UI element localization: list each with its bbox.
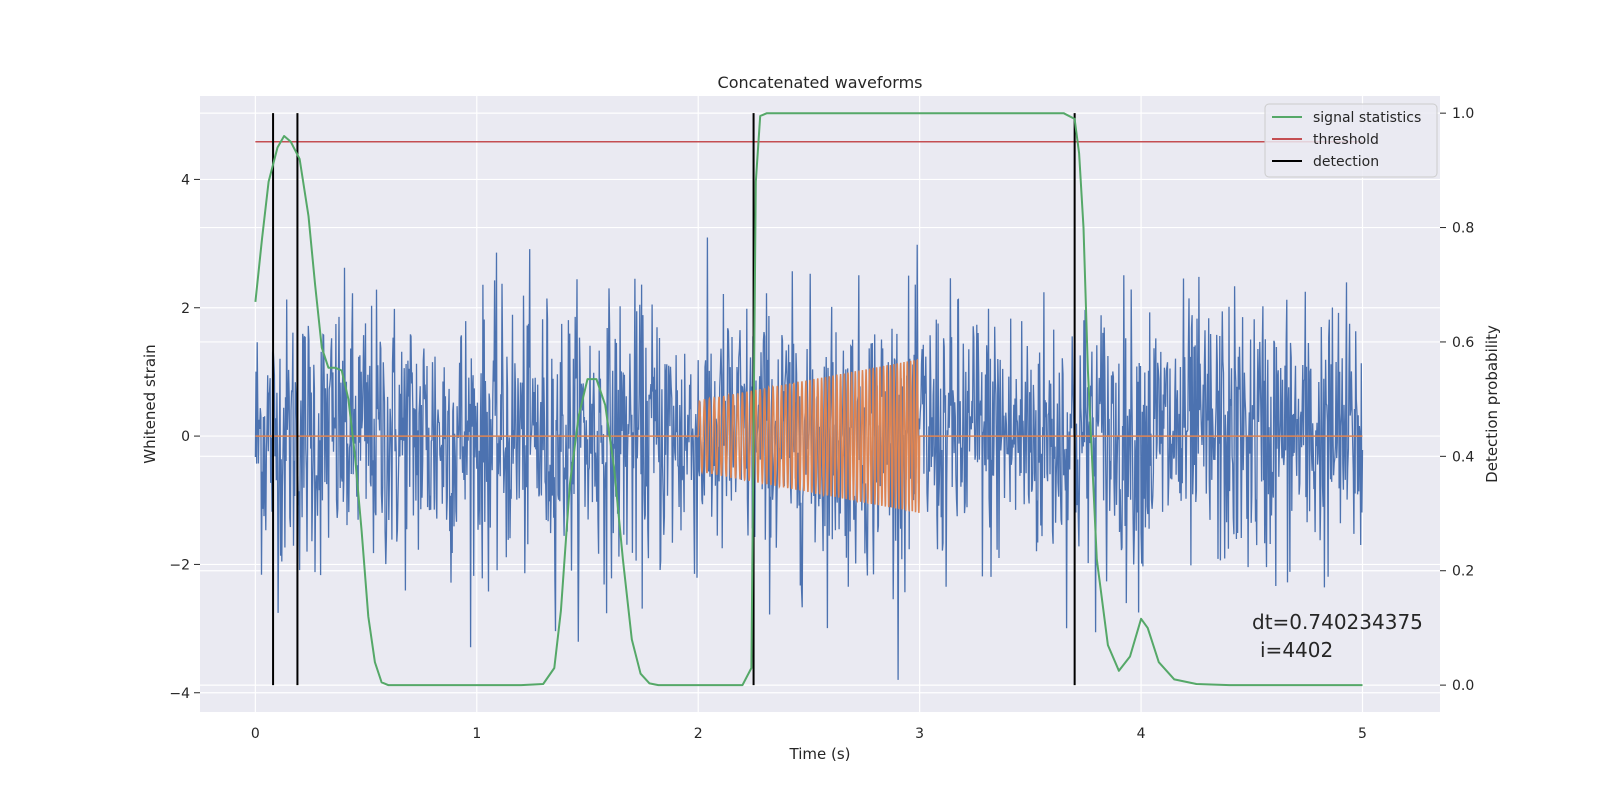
x-tick-label: 0: [251, 726, 260, 742]
y-tick-label: −4: [169, 686, 190, 702]
y-tick-label: 0: [181, 429, 190, 445]
legend-item-signal-statistics-label: signal statistics: [1313, 110, 1421, 126]
x-tick-label: 5: [1358, 726, 1367, 742]
legend-box: [1264, 103, 1438, 178]
y-right-tick-label: 0.4: [1452, 449, 1474, 465]
y-right-tick-label: 0.6: [1452, 335, 1474, 351]
chart-title: Concatenated waveforms: [718, 73, 923, 92]
signal-statistics-line: [254, 112, 1363, 687]
y-right-tick-label: 1.0: [1452, 106, 1474, 122]
axes-ticks: 0 1 2 3 4 5 −4 −2 0 2 4 0.0 0.2 0.4 0.6 0.8 1.0: [169, 106, 1474, 742]
y-axis-label-right: Detection probability: [1483, 325, 1501, 483]
x-tick-label: 1: [472, 726, 481, 742]
annotation-dt: dt=0.740234375: [1252, 610, 1423, 634]
legend: signal statistics threshold detection: [1264, 103, 1438, 178]
annotation-index: i=4402: [1260, 638, 1333, 662]
y-tick-label: 2: [181, 301, 190, 317]
legend-item-threshold-label: threshold: [1313, 132, 1379, 148]
x-tick-label: 4: [1137, 726, 1146, 742]
y-right-tick-label: 0.8: [1452, 221, 1474, 237]
y-right-tick-label: 0.2: [1452, 564, 1474, 580]
x-tick-label: 2: [694, 726, 703, 742]
plot-area: [254, 112, 1364, 687]
y-axis-label-left: Whitened strain: [141, 344, 159, 463]
injection-waveform-line: [255, 358, 1363, 513]
x-axis-label: Time (s): [789, 745, 851, 763]
y-tick-label: 4: [181, 172, 190, 188]
y-tick-label: −2: [169, 557, 190, 573]
y-right-tick-label: 0.0: [1452, 678, 1474, 694]
legend-item-detection-label: detection: [1313, 154, 1379, 170]
x-tick-label: 3: [915, 726, 924, 742]
